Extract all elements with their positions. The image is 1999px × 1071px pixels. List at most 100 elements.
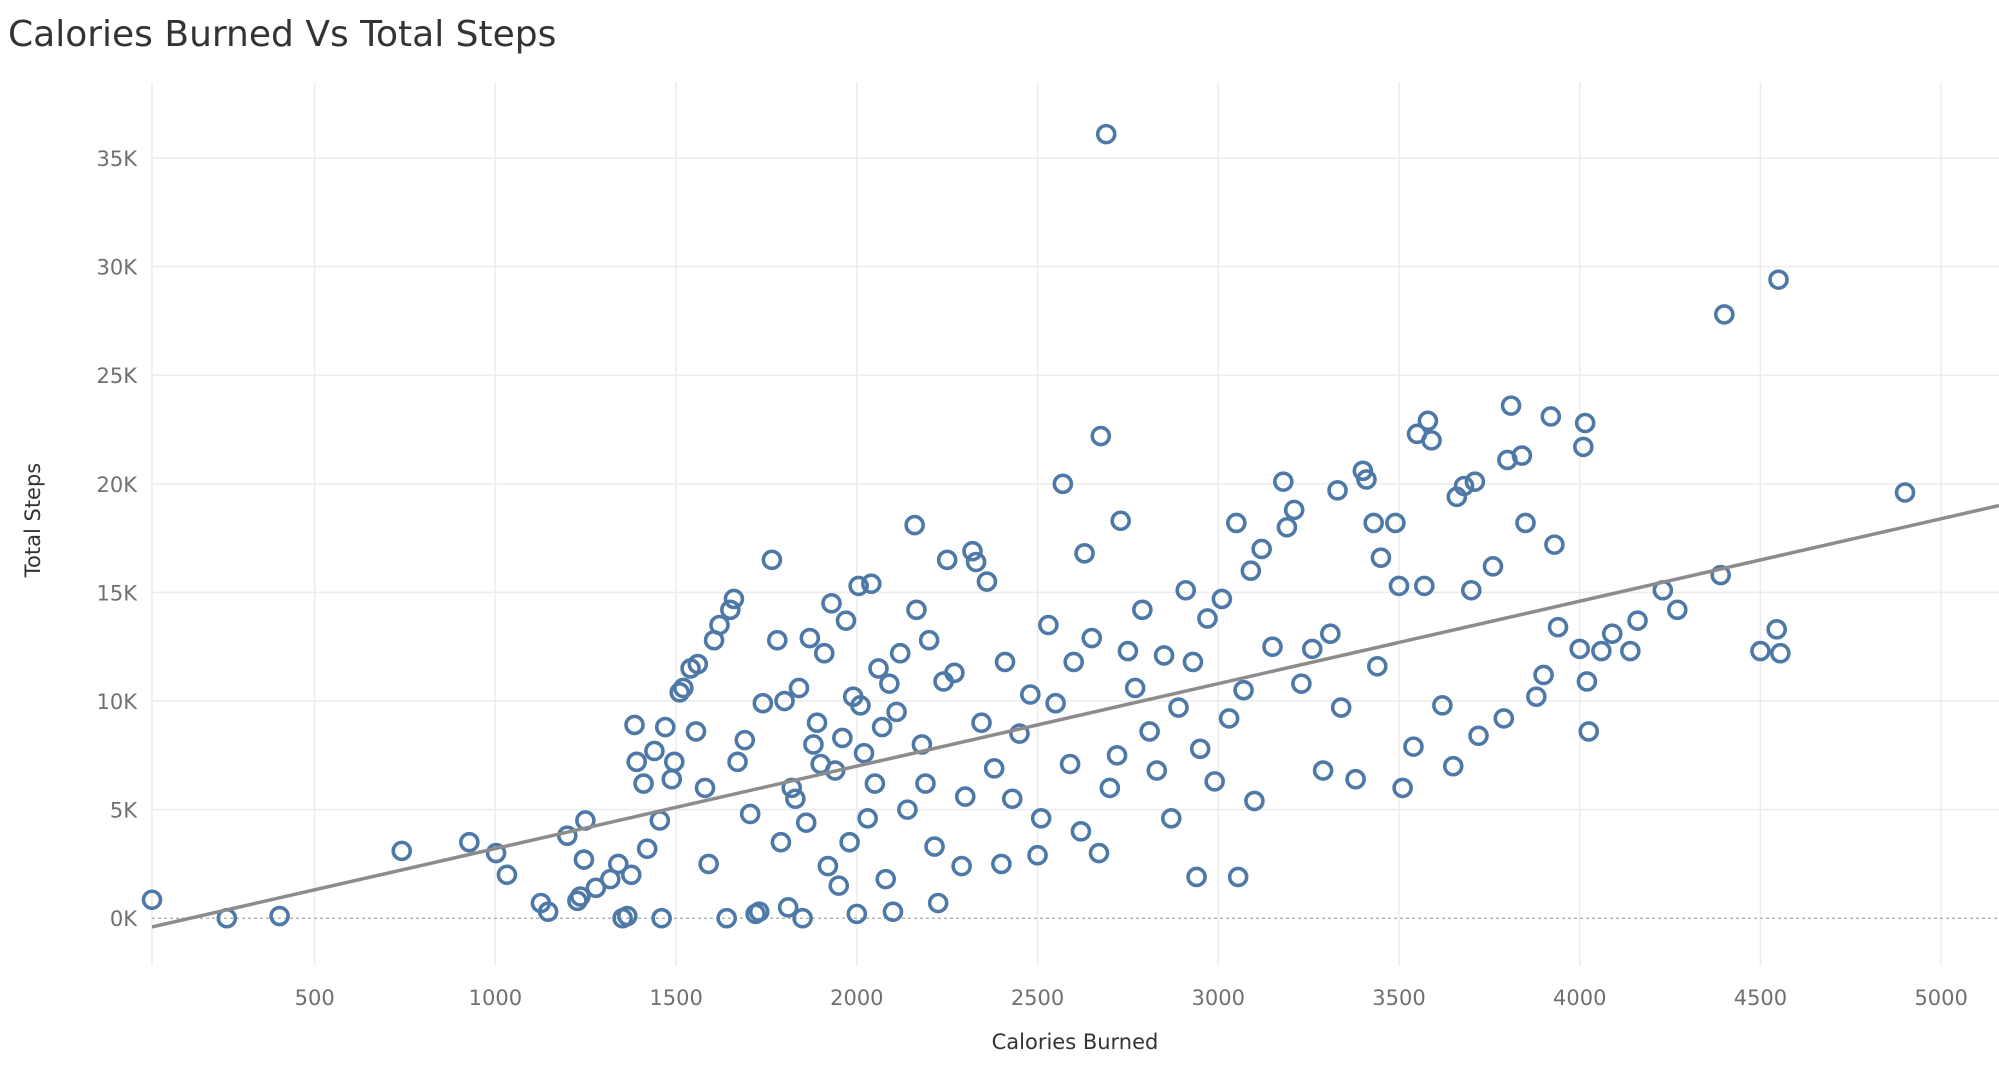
data-point [485, 842, 507, 864]
data-point [1197, 608, 1218, 629]
data-point [1320, 623, 1341, 644]
data-point [795, 812, 817, 833]
data-point [1573, 436, 1594, 458]
data-point [1770, 642, 1791, 664]
data-point [1468, 725, 1489, 747]
data-point [570, 886, 591, 907]
data-point [1569, 638, 1591, 660]
data-point [1081, 627, 1103, 649]
data-point [1345, 768, 1366, 790]
data-point [1578, 721, 1600, 742]
data-point [716, 907, 738, 929]
data-point [1464, 471, 1486, 492]
data-point [799, 627, 821, 649]
data-point [1533, 664, 1554, 686]
data-point [1059, 753, 1081, 775]
data-point [1251, 538, 1272, 560]
data-point [1276, 516, 1298, 538]
data-point [1273, 471, 1294, 492]
data-point [1070, 821, 1092, 842]
data-point [889, 642, 911, 664]
data-point [1168, 697, 1189, 718]
x-axis-label: Calories Burned [992, 1030, 1159, 1054]
data-point [727, 751, 748, 773]
data-point [1482, 556, 1504, 577]
y-tick-label: 30K [97, 256, 139, 280]
data-point [1432, 695, 1453, 716]
y-axis-label: Total Steps [21, 463, 45, 578]
data-point [828, 875, 850, 896]
data-point [1421, 430, 1442, 451]
data-point [607, 853, 629, 875]
data-point [1244, 790, 1265, 812]
data-point [1453, 475, 1475, 497]
data-point [860, 573, 882, 595]
data-point [636, 838, 658, 860]
data-point [1388, 575, 1410, 597]
data-point [620, 864, 642, 886]
data-point [391, 840, 413, 862]
y-tick-label: 25K [97, 364, 139, 388]
data-point [1001, 788, 1023, 810]
y-tick-label: 35K [97, 147, 139, 171]
data-point [875, 868, 897, 890]
y-tick-label: 0K [110, 907, 138, 931]
data-point [853, 742, 875, 764]
data-point [573, 849, 595, 870]
data-point [976, 571, 998, 592]
data-point [1233, 679, 1254, 701]
data-point [991, 853, 1012, 875]
data-point [1710, 564, 1731, 586]
data-point [770, 831, 792, 853]
data-point [806, 712, 828, 734]
data-point [633, 773, 654, 794]
data-point [1627, 610, 1648, 631]
data-point [971, 712, 992, 734]
data-point [269, 905, 290, 927]
data-point [1132, 599, 1153, 621]
data-point [651, 907, 672, 929]
data-point [761, 549, 783, 571]
data-point [1211, 588, 1233, 610]
data-point [1088, 842, 1110, 864]
x-tick-label: 3500 [1372, 986, 1425, 1010]
data-point [1312, 760, 1334, 781]
data-point [915, 773, 936, 794]
data-point [669, 682, 691, 703]
data-point [1020, 684, 1041, 705]
data-point [803, 734, 824, 755]
data-point [1045, 692, 1066, 714]
data-point [1370, 547, 1392, 568]
data-point [777, 897, 799, 918]
data-point [734, 729, 756, 751]
data-point [1544, 534, 1565, 555]
data-point [857, 808, 878, 829]
data-point [951, 855, 972, 877]
data-point [685, 721, 707, 742]
data-point [1768, 269, 1789, 290]
data-point [1063, 651, 1084, 673]
x-tick-label: 4500 [1734, 986, 1787, 1010]
data-point [850, 695, 871, 716]
data-point [1218, 708, 1240, 729]
data-point [788, 677, 810, 699]
x-tick-label: 1000 [469, 986, 522, 1010]
data-point [839, 831, 860, 853]
data-point [1493, 708, 1515, 729]
data-point [1030, 808, 1052, 829]
data-point [752, 692, 774, 714]
y-tick-label: 5K [110, 799, 138, 823]
data-point [882, 901, 904, 923]
data-point [1417, 410, 1439, 432]
data-point [835, 610, 857, 631]
data-point [1139, 721, 1160, 742]
data-point [1367, 655, 1388, 677]
data-point [962, 540, 983, 562]
data-point [723, 588, 745, 610]
data-point [1124, 677, 1146, 699]
data-point [767, 629, 788, 651]
data-point [848, 575, 869, 597]
data-point [1052, 473, 1074, 495]
data-point [864, 773, 886, 794]
